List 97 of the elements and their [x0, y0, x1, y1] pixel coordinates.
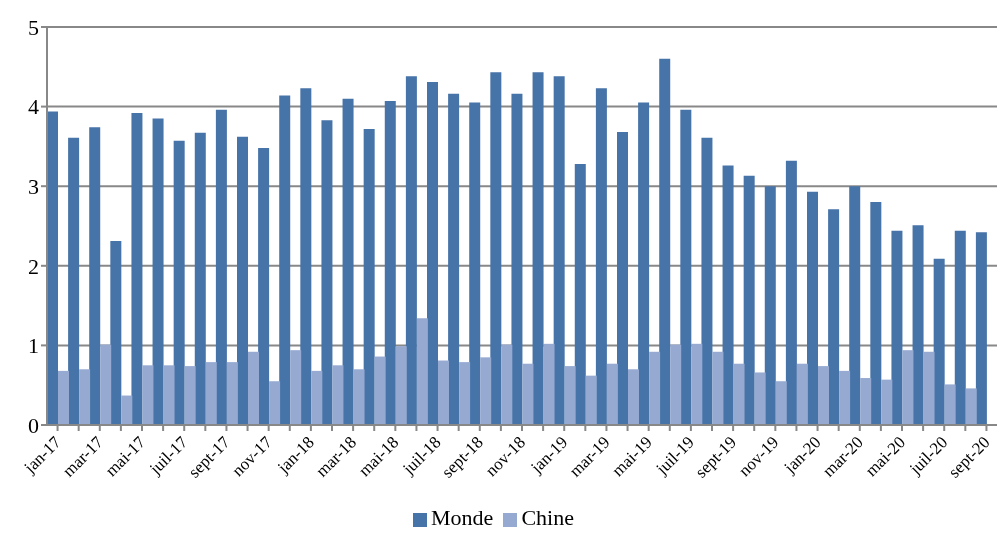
y-tick-label: 5 — [28, 14, 39, 40]
bar — [818, 366, 829, 425]
bar — [595, 88, 607, 425]
bar — [585, 375, 597, 425]
bar — [733, 363, 745, 425]
y-tick-label: 2 — [28, 253, 39, 279]
bar — [775, 381, 787, 425]
bar — [279, 95, 291, 425]
legend-label: Chine — [521, 505, 574, 530]
y-tick-label: 3 — [28, 174, 39, 200]
bar — [839, 370, 851, 425]
bar — [459, 362, 471, 425]
bar — [553, 76, 565, 425]
bar — [975, 232, 987, 425]
bar — [881, 379, 893, 425]
bar — [248, 351, 259, 425]
bar — [142, 365, 154, 425]
bar — [68, 137, 80, 425]
bar — [300, 88, 312, 425]
bar — [501, 344, 513, 425]
y-tick-label: 1 — [28, 333, 39, 359]
bar — [785, 160, 797, 425]
bar — [743, 175, 755, 425]
bar — [290, 350, 302, 425]
bar — [670, 344, 682, 425]
bar — [574, 163, 586, 425]
bar — [933, 258, 945, 425]
bar — [912, 225, 924, 425]
bar — [891, 230, 903, 425]
bar — [353, 369, 365, 425]
bar — [100, 344, 112, 425]
bar — [480, 357, 492, 425]
bar — [954, 230, 966, 425]
bar — [469, 102, 481, 425]
bar — [184, 366, 196, 425]
bar — [215, 109, 227, 425]
bar — [131, 112, 143, 425]
bar — [532, 72, 544, 425]
bar — [427, 81, 438, 425]
bar — [269, 381, 281, 425]
bar — [58, 370, 69, 425]
bar — [849, 186, 861, 425]
bar — [332, 365, 344, 425]
bar — [638, 102, 650, 425]
bar — [902, 350, 914, 425]
bar — [163, 365, 175, 425]
bar — [944, 384, 956, 425]
bar — [628, 369, 639, 425]
bar — [363, 128, 375, 425]
y-tick-label: 4 — [28, 94, 39, 120]
bar — [448, 93, 460, 425]
bar — [438, 360, 449, 425]
bar — [923, 351, 935, 425]
bar — [237, 136, 248, 425]
bar — [311, 370, 323, 425]
bar — [110, 241, 122, 425]
bar — [617, 132, 628, 425]
bar — [405, 76, 417, 425]
bar — [194, 132, 206, 425]
bar — [701, 137, 713, 425]
bar — [384, 101, 396, 425]
bar — [395, 346, 407, 425]
bar — [722, 165, 734, 425]
bar — [511, 93, 523, 425]
bar — [712, 351, 724, 425]
bar — [79, 369, 91, 425]
bar — [258, 147, 270, 425]
bar — [173, 140, 185, 425]
bar — [416, 318, 428, 425]
bar — [754, 372, 766, 425]
bar — [522, 363, 534, 425]
y-tick-label: 0 — [28, 412, 39, 438]
bar — [965, 388, 977, 425]
bar — [321, 120, 333, 425]
bar — [659, 58, 671, 425]
bar — [649, 351, 661, 425]
bar — [870, 202, 882, 425]
bar — [828, 209, 840, 425]
bar — [680, 109, 692, 425]
bar — [564, 366, 576, 425]
bar — [796, 363, 808, 425]
bar — [47, 111, 58, 425]
bar — [490, 72, 502, 425]
bar — [374, 356, 386, 425]
bar — [860, 378, 872, 425]
bar — [342, 98, 354, 425]
bar — [152, 118, 164, 425]
bar — [89, 127, 101, 425]
legend-label: Monde — [431, 505, 494, 530]
bar — [606, 363, 618, 425]
bar — [543, 343, 555, 425]
bar — [226, 362, 238, 425]
bar — [764, 186, 776, 425]
bar — [807, 191, 818, 425]
bar — [691, 343, 703, 425]
bar — [121, 395, 133, 425]
bar — [205, 362, 217, 425]
